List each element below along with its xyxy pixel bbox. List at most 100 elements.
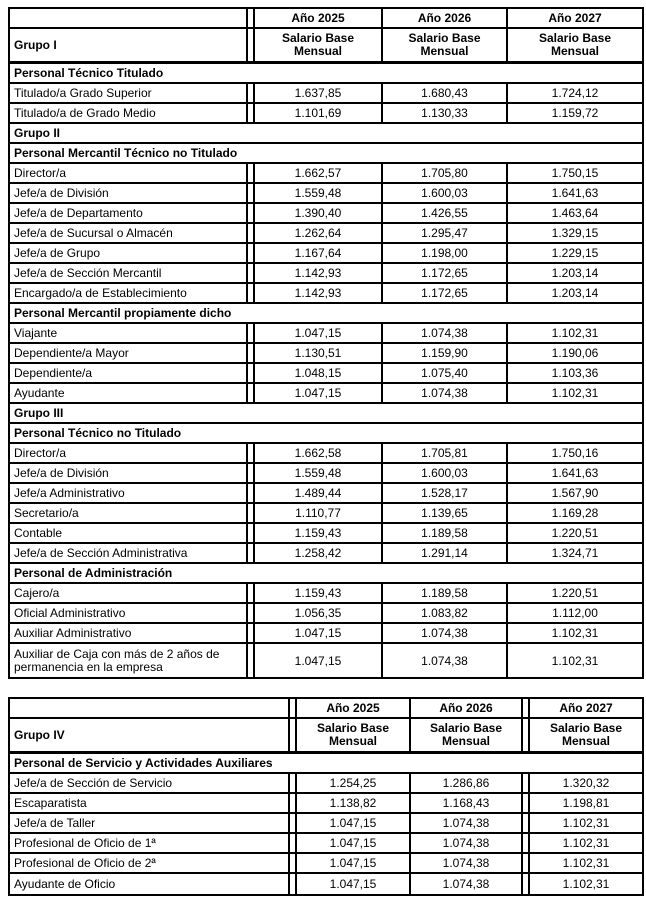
salary-value: 1.637,85 [253, 84, 381, 102]
salary-value: 1.047,15 [253, 644, 381, 677]
salary-value: 1.705,81 [381, 444, 506, 462]
year-header: Año 2026 [381, 9, 506, 27]
salary-value: 1.198,00 [381, 244, 506, 262]
row-label: Jefe/a de Grupo [10, 244, 248, 262]
salary-value: 1.102,31 [528, 834, 642, 852]
column-gap [290, 874, 295, 894]
group-row: Grupo II [10, 124, 642, 144]
column-gap [290, 834, 295, 852]
row-label: Encargado/a de Establecimiento [10, 284, 248, 302]
salary-value: 1.112,00 [506, 604, 642, 622]
row-label: Ayudante [10, 384, 248, 402]
section-row: Personal Técnico no Titulado [10, 424, 642, 444]
salary-value: 1.189,58 [381, 524, 506, 542]
column-gap [248, 484, 253, 502]
row-label: Cajero/a [10, 584, 248, 602]
salary-value: 1.203,14 [506, 264, 642, 282]
salary-value: 1.229,15 [506, 244, 642, 262]
column-gap [290, 719, 295, 751]
column-gap [523, 874, 528, 894]
column-gap [248, 104, 253, 122]
salary-value: 1.159,90 [381, 344, 506, 362]
salary-value: 1.138,82 [295, 794, 409, 812]
salary-base-header: Salario Base Mensual [506, 29, 642, 61]
row-label: Ayudante de Oficio [10, 874, 290, 894]
row-label: Director/a [10, 444, 248, 462]
salary-value: 1.172,65 [381, 264, 506, 282]
salary-value: 1.258,42 [253, 544, 381, 562]
salary-value: 1.075,40 [381, 364, 506, 382]
column-gap [248, 244, 253, 262]
table-row: Titulado/a de Grado Medio 1.101,69 1.130,3… [10, 104, 642, 124]
table-row: Director/a 1.662,58 1.705,81 1.750,16 [10, 444, 642, 464]
column-gap [523, 814, 528, 832]
table-row: Jefe/a de División 1.559,48 1.600,03 1.641,… [10, 184, 642, 204]
salary-value: 1.390,40 [253, 204, 381, 222]
table-row: Ayudante 1.047,15 1.074,38 1.102,31 [10, 384, 642, 404]
salary-value: 1.139,65 [381, 504, 506, 522]
row-label: Jefe/a Administrativo [10, 484, 248, 502]
salary-value: 1.559,48 [253, 464, 381, 482]
salary-base-header: Salario Base Mensual [253, 29, 381, 61]
salary-value: 1.169,28 [506, 504, 642, 522]
corner-cell [10, 699, 290, 717]
salary-value: 1.172,65 [381, 284, 506, 302]
row-label: Profesional de Oficio de 2ª [10, 854, 290, 872]
row-label: Oficial Administrativo [10, 604, 248, 622]
column-gap [523, 834, 528, 852]
row-label: Titulado/a Grado Superior [10, 84, 248, 102]
salary-value: 1.103,36 [506, 364, 642, 382]
column-gap [248, 544, 253, 562]
salary-value: 1.559,48 [253, 184, 381, 202]
salary-value: 1.074,38 [381, 324, 506, 342]
table-row: Auxiliar Administrativo 1.047,15 1.074,38 1… [10, 624, 642, 644]
salary-base-header: Salario Base Mensual [381, 29, 506, 61]
table-row: Encargado/a de Establecimiento 1.142,93 1.… [10, 284, 642, 304]
salary-value: 1.159,72 [506, 104, 642, 122]
year-header: Año 2026 [409, 699, 523, 717]
salary-value: 1.159,43 [253, 584, 381, 602]
salary-value: 1.189,58 [381, 584, 506, 602]
table-row: Jefe/a de Sección de Servicio 1.254,25 1.2… [10, 774, 642, 794]
section-header: Personal Técnico no Titulado [14, 426, 182, 440]
salary-value: 1.641,63 [506, 464, 642, 482]
table-row: Ayudante de Oficio 1.047,15 1.074,38 1.102,… [10, 874, 642, 894]
row-label: Titulado/a de Grado Medio [10, 104, 248, 122]
section-row: Personal de Administración [10, 564, 642, 584]
salary-value: 1.110,77 [253, 504, 381, 522]
column-gap [523, 719, 528, 751]
salary-value: 1.426,55 [381, 204, 506, 222]
salary-value: 1.528,17 [381, 484, 506, 502]
column-gap [523, 794, 528, 812]
year-header: Año 2027 [528, 699, 642, 717]
table-row: Titulado/a Grado Superior 1.637,85 1.680,4… [10, 84, 642, 104]
table-row: Oficial Administrativo 1.056,35 1.083,82 1.… [10, 604, 642, 624]
section-row: Personal Mercantil propiamente dicho [10, 304, 642, 324]
table-row: Profesional de Oficio de 1ª 1.047,15 1.074… [10, 834, 642, 854]
row-label: Jefe/a de Sección Administrativa [10, 544, 248, 562]
salary-value: 1.262,64 [253, 224, 381, 242]
table-row: Jefe/a de Sucursal o Almacén 1.262,64 1.29… [10, 224, 642, 244]
year-header: Año 2025 [295, 699, 409, 717]
section-header: Personal Técnico Titulado [14, 66, 164, 80]
salary-value: 1.074,38 [409, 814, 523, 832]
salary-value: 1.198,81 [528, 794, 642, 812]
row-label: Jefe/a de División [10, 184, 248, 202]
group-label: Grupo I [10, 29, 248, 61]
salary-value: 1.047,15 [295, 874, 409, 894]
salary-value: 1.295,47 [381, 224, 506, 242]
table-row: Jefe/a de Sección Administrativa 1.258,42… [10, 544, 642, 564]
salary-value: 1.600,03 [381, 464, 506, 482]
salary-value: 1.102,31 [506, 644, 642, 677]
column-gap [248, 524, 253, 542]
table-row: Secretario/a 1.110,77 1.139,65 1.169,28 [10, 504, 642, 524]
column-gap [523, 774, 528, 792]
salary-value: 1.130,51 [253, 344, 381, 362]
group-row: Grupo III [10, 404, 642, 424]
group-label: Grupo IV [10, 719, 290, 751]
column-gap [248, 184, 253, 202]
column-gap [248, 504, 253, 522]
column-gap [523, 854, 528, 872]
table-row: Profesional de Oficio de 2ª 1.047,15 1.074… [10, 854, 642, 874]
year-header-row: Año 2025 Año 2026 Año 2027 [10, 9, 642, 29]
